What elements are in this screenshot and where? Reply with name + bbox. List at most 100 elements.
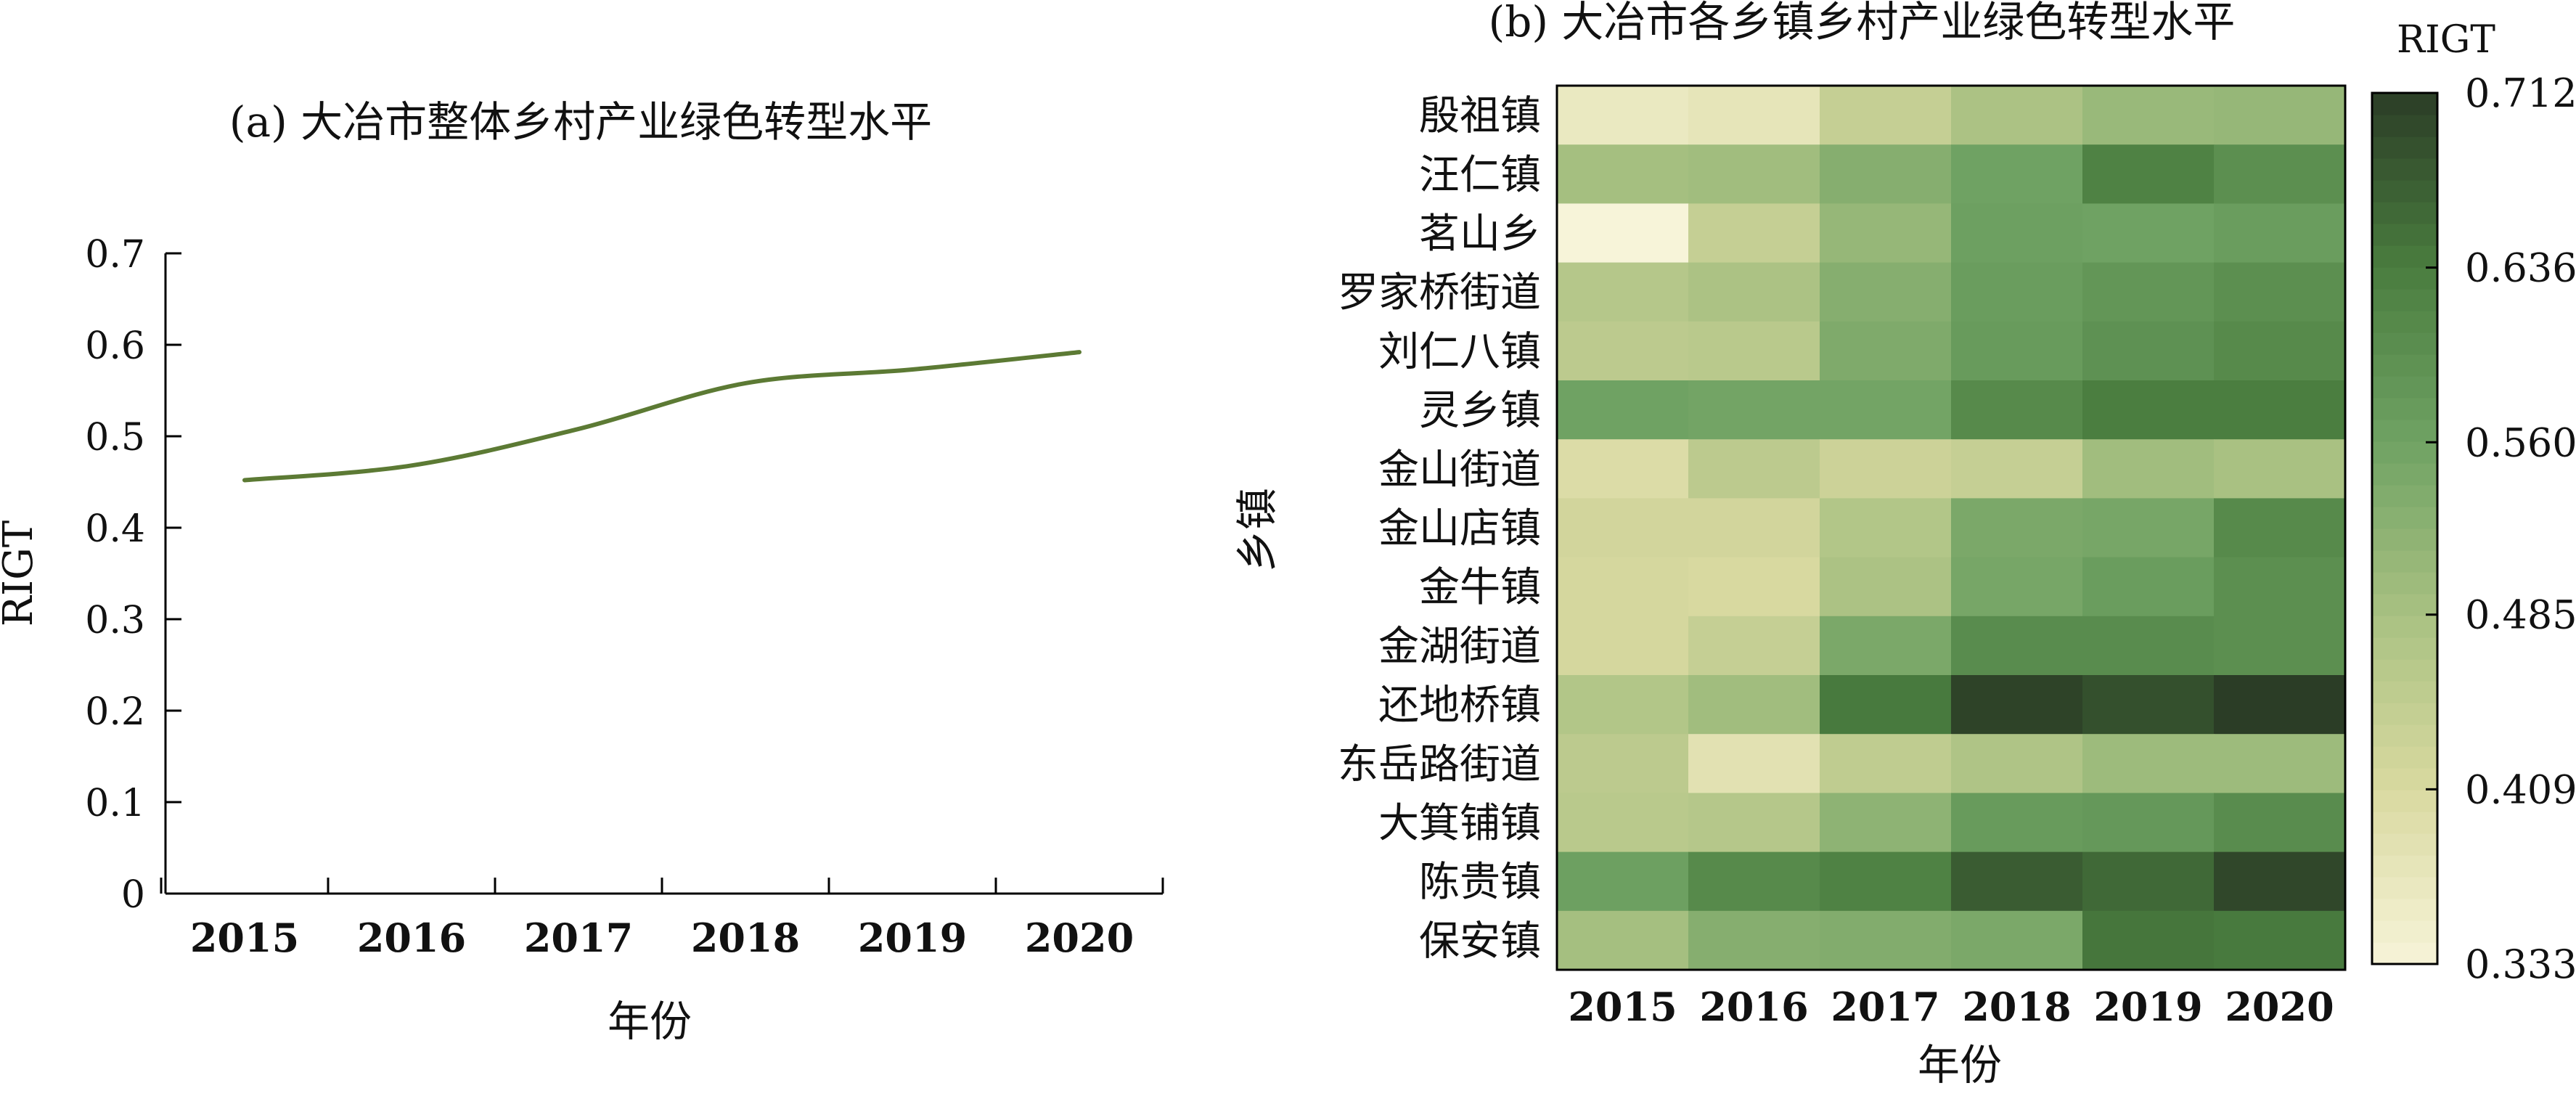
rigt-series-line [242, 350, 1081, 483]
heatmap-cell [1688, 910, 1820, 971]
rigt-series-point [576, 427, 581, 431]
heatmap-cell [1951, 675, 2083, 735]
colorbar-step [2372, 746, 2437, 769]
heatmap-cell [1951, 910, 2083, 971]
heatmap-cell [1557, 675, 1689, 735]
heatmap-cell [2082, 910, 2215, 971]
heatmap-column-label: 2017 [1831, 984, 1939, 1030]
heatmap-cell [2082, 793, 2215, 853]
heatmap-cell [1820, 86, 1952, 145]
heatmap-cell [1951, 439, 2083, 499]
heatmap-cell [1820, 557, 1952, 617]
heatmap-cell [2214, 851, 2346, 912]
colorbar-step [2372, 594, 2437, 616]
heatmap-cell [1688, 734, 1820, 793]
heatmap-column-label: 2015 [1568, 984, 1677, 1030]
line-chart-y-tick-label: 0.7 [85, 233, 145, 277]
heatmap-cell [2214, 321, 2346, 381]
colorbar-step [2372, 115, 2437, 137]
colorbar-step [2372, 289, 2437, 311]
line-chart-x-tick-label: 2019 [858, 915, 967, 961]
heatmap-cell [1951, 851, 2083, 912]
colorbar-step [2372, 354, 2437, 377]
heatmap-row-label: 陈贵镇 [1419, 859, 1541, 906]
colorbar-step [2372, 790, 2437, 812]
heatmap-cell [1820, 851, 1952, 912]
heatmap-cell [1820, 321, 1952, 381]
heatmap-cell [1820, 910, 1952, 971]
heatmap-cell [1557, 557, 1689, 617]
heatmap-cell [1688, 557, 1820, 617]
heatmap-cell [2082, 439, 2215, 499]
heatmap-cell [2214, 144, 2346, 204]
heatmap-cell [1820, 793, 1952, 853]
heatmap-cell [1688, 262, 1820, 322]
heatmap-cell [2082, 734, 2215, 793]
line-chart-axes [164, 253, 1163, 895]
line-chart-x-ticks: 2015 2016 2017 2018 2019 2020 [160, 878, 1164, 961]
colorbar-step [2372, 855, 2437, 878]
colorbar-step [2372, 485, 2437, 507]
line-chart-x-tick-label: 2017 [524, 915, 633, 961]
line-chart-x-label: 年份 [608, 997, 692, 1046]
colorbar-step [2372, 398, 2437, 420]
colorbar-step [2372, 245, 2437, 268]
heatmap-cells [1557, 86, 2346, 971]
colorbar-tick-label: 0.409 [2465, 767, 2576, 812]
colorbar-step [2372, 768, 2437, 790]
heatmap-cell [2082, 851, 2215, 912]
line-chart-x-tick-label: 2016 [357, 915, 466, 961]
line-chart-x-tick-label: 2020 [1025, 915, 1134, 961]
heatmap-row-label: 灵乡镇 [1419, 388, 1541, 435]
colorbar-step [2372, 267, 2437, 290]
rigt-series-point [743, 381, 748, 385]
colorbar-step [2372, 724, 2437, 747]
colorbar-step [2372, 616, 2437, 638]
heatmap-column-label: 2019 [2093, 984, 2202, 1030]
colorbar-step [2372, 942, 2437, 965]
colorbar-step [2372, 311, 2437, 333]
heatmap-row-label: 保安镇 [1419, 918, 1541, 965]
heatmap-cell [1557, 439, 1689, 499]
heatmap-cell [1951, 793, 2083, 853]
heatmap-cell [1820, 675, 1952, 735]
colorbar-step [2372, 180, 2437, 203]
heatmap-y-label: 乡镇 [1232, 488, 1282, 572]
heatmap-cell [1951, 380, 2083, 440]
heatmap-row-label: 东岳路街道 [1338, 741, 1541, 788]
heatmap-cell [2214, 86, 2346, 145]
heatmap-cell [2082, 262, 2215, 322]
heatmap-cell [1820, 498, 1952, 558]
heatmap-cell [1951, 262, 2083, 322]
heatmap-cell [2082, 144, 2215, 204]
line-chart-y-tick-label: 0.2 [85, 690, 145, 734]
heatmap-cell [2082, 557, 2215, 617]
heatmap-cell [1557, 498, 1689, 558]
heatmap-row-label: 刘仁八镇 [1378, 328, 1541, 375]
heatmap-cell [1951, 203, 2083, 263]
heatmap-cell [1557, 616, 1689, 676]
heatmap-row-labels: 殷祖镇汪仁镇茗山乡罗家桥街道刘仁八镇灵乡镇金山街道金山店镇金牛镇金湖街道还地桥镇… [1338, 93, 1541, 965]
heatmap-cell [1820, 380, 1952, 440]
heatmap-cell [1688, 439, 1820, 499]
colorbar-step [2372, 659, 2437, 682]
heatmap-row-label: 茗山乡 [1419, 211, 1541, 258]
heatmap-cell [2082, 203, 2215, 263]
heatmap-cell [2214, 793, 2346, 853]
heatmap-cell [2214, 557, 2346, 617]
heatmap-cell [1557, 380, 1689, 440]
heatmap-column-label: 2018 [1962, 984, 2071, 1030]
heatmap-cell [1951, 616, 2083, 676]
line-chart-y-tick-label: 0.5 [85, 416, 145, 459]
heatmap-title: (b) 大冶市各乡镇乡村产业绿色转型水平 [1489, 0, 2236, 46]
heatmap-cell [1688, 86, 1820, 145]
heatmap-cell [1820, 734, 1952, 793]
colorbar-step [2372, 681, 2437, 703]
colorbar-steps [2372, 93, 2437, 965]
colorbar-tick-label: 0.636 [2465, 245, 2576, 291]
colorbar-tick-label: 0.485 [2465, 592, 2576, 638]
line-chart-x-tick-label: 2015 [190, 915, 299, 961]
heatmap-cell [1951, 86, 2083, 145]
